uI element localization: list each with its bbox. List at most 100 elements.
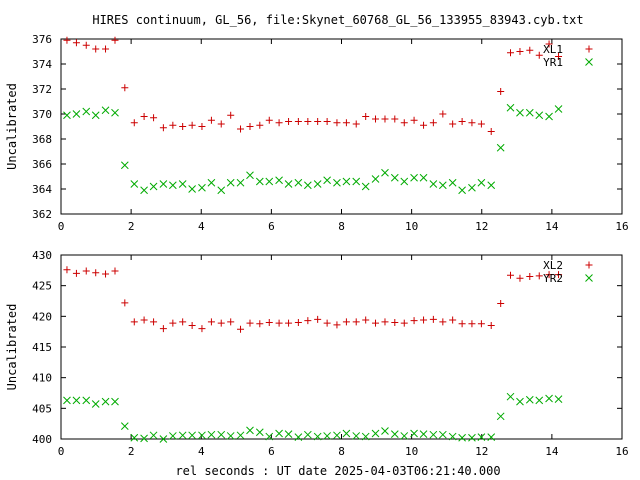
data-point <box>265 116 273 124</box>
data-point <box>140 113 148 120</box>
y-tick-label: 374 <box>32 58 52 71</box>
x-axis-label: rel seconds : UT date 2025-04-03T06:21:4… <box>175 464 500 478</box>
data-point <box>265 318 273 326</box>
data-point <box>63 266 71 274</box>
data-point <box>487 322 495 330</box>
data-point <box>487 181 496 190</box>
data-point <box>458 433 466 442</box>
data-point <box>477 433 486 442</box>
data-point <box>284 180 293 188</box>
x-tick-label: 10 <box>405 220 418 233</box>
data-point <box>159 124 167 132</box>
panel-1: 0 2 4 6 8 10 12 14 16 362 364 366 368 370 372 374 376 Unc… <box>5 33 629 233</box>
data-point <box>92 269 100 277</box>
data-point <box>159 325 167 333</box>
data-point <box>111 267 119 275</box>
data-point <box>169 319 177 327</box>
data-point <box>400 319 408 327</box>
x-tick-label: 8 <box>338 445 345 458</box>
data-point <box>275 429 283 438</box>
data-point <box>372 319 380 327</box>
data-point <box>342 318 350 326</box>
legend-marker <box>585 274 593 282</box>
y-tick-label: 405 <box>32 402 52 415</box>
data-point <box>525 395 534 404</box>
data-point <box>102 270 110 278</box>
data-point <box>410 429 418 438</box>
plot-frame <box>60 254 623 440</box>
data-point <box>140 186 148 195</box>
data-point <box>400 119 408 127</box>
data-point <box>477 320 485 328</box>
data-point <box>179 123 187 130</box>
data-point <box>198 431 206 440</box>
data-point <box>507 271 515 279</box>
data-point <box>313 180 322 188</box>
data-point <box>188 121 196 129</box>
data-point <box>150 114 158 122</box>
legend-label: YR1 <box>543 56 563 69</box>
data-point <box>159 180 168 188</box>
data-point <box>140 316 148 324</box>
panel-2: 0 2 4 6 8 10 12 14 16 400 405 410 415 420 425 430 Uncali… <box>5 249 629 458</box>
series-YR2 <box>63 392 563 443</box>
data-point <box>419 430 428 438</box>
data-point <box>391 318 399 326</box>
data-point <box>506 103 515 112</box>
data-point <box>63 111 71 120</box>
data-point <box>303 181 312 190</box>
data-point <box>102 45 110 53</box>
data-point <box>256 320 264 328</box>
data-point <box>458 320 466 328</box>
data-point <box>91 400 100 408</box>
x-tick-label: 14 <box>545 445 559 458</box>
data-point <box>226 178 235 187</box>
x-tick-label: 6 <box>268 220 275 233</box>
data-point <box>362 316 370 324</box>
data-point <box>178 180 187 188</box>
data-point <box>255 428 264 437</box>
data-point <box>294 433 303 442</box>
data-point <box>304 317 312 325</box>
data-point <box>111 108 119 117</box>
data-point <box>111 397 119 406</box>
data-point <box>227 111 235 119</box>
legend-marker <box>585 45 593 53</box>
data-point <box>333 178 341 187</box>
data-point <box>342 177 351 186</box>
y-tick-label: 368 <box>32 133 52 146</box>
y-tick-label: 364 <box>32 183 52 196</box>
data-point <box>314 315 322 323</box>
data-point <box>188 431 196 440</box>
data-point <box>323 118 331 125</box>
data-point <box>111 36 119 44</box>
data-point <box>121 84 129 92</box>
data-point <box>381 318 389 326</box>
data-point <box>101 397 110 406</box>
data-point <box>352 432 361 440</box>
x-tick-label: 0 <box>58 445 65 458</box>
data-point <box>246 123 254 130</box>
y-tick-label: 430 <box>32 249 52 262</box>
data-point <box>275 176 283 185</box>
data-point <box>361 432 370 441</box>
data-point <box>371 429 380 438</box>
data-point <box>429 119 437 127</box>
data-point <box>410 116 418 124</box>
series-XL1 <box>63 36 563 135</box>
data-point <box>207 178 216 187</box>
data-point <box>217 120 225 128</box>
data-point <box>82 396 91 405</box>
y-tick-label: 376 <box>32 33 52 46</box>
data-point <box>545 40 553 48</box>
data-point <box>420 316 428 324</box>
data-point <box>92 45 100 53</box>
data-point <box>429 180 438 188</box>
x-tick-label: 10 <box>405 445 418 458</box>
data-point <box>314 118 322 125</box>
data-point <box>130 180 139 188</box>
data-point <box>246 426 254 435</box>
data-point <box>439 110 447 118</box>
data-point <box>207 116 215 124</box>
data-point <box>487 433 496 442</box>
